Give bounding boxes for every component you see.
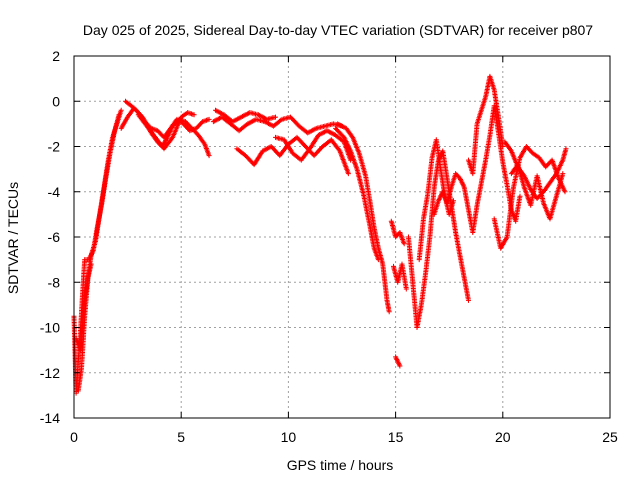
x-tick-label: 5 [177, 429, 185, 445]
data-track [273, 128, 354, 163]
data-track [388, 218, 407, 247]
data-track [406, 148, 471, 330]
y-axis-label: SDTVAR / TECUs [5, 182, 21, 294]
data-track [75, 261, 94, 394]
data-points [71, 73, 569, 396]
x-tick-label: 15 [388, 429, 404, 445]
data-track [502, 139, 569, 201]
grid-lines [74, 56, 610, 418]
data-track [71, 112, 122, 396]
y-tick-label: -2 [48, 139, 61, 155]
data-track [391, 261, 409, 292]
y-tick-label: -4 [48, 184, 61, 200]
data-track [466, 73, 506, 177]
y-tick-label: -10 [40, 320, 60, 336]
data-track [335, 121, 392, 315]
x-tick-label: 25 [602, 429, 618, 445]
y-tick-label: -6 [48, 229, 61, 245]
data-track [213, 107, 278, 125]
chart-title: Day 025 of 2025, Sidereal Day-to-day VTE… [83, 22, 593, 38]
x-axis-label: GPS time / hours [287, 457, 394, 473]
axis-ticks: 0 5 10 15 20 25 -14 -12 -10 -8 -6 -4 -2 0 2 [40, 48, 618, 445]
data-track [135, 110, 197, 152]
data-track [431, 103, 523, 235]
data-track [393, 354, 403, 369]
y-tick-label: 2 [52, 48, 60, 64]
y-tick-label: -12 [40, 365, 60, 381]
data-track [210, 114, 345, 136]
x-tick-label: 10 [281, 429, 297, 445]
x-tick-label: 0 [70, 429, 78, 445]
y-tick-label: -8 [48, 274, 61, 290]
y-tick-label: -14 [40, 410, 60, 426]
x-tick-label: 20 [495, 429, 511, 445]
data-track [333, 125, 381, 263]
y-tick-label: 0 [52, 93, 60, 109]
